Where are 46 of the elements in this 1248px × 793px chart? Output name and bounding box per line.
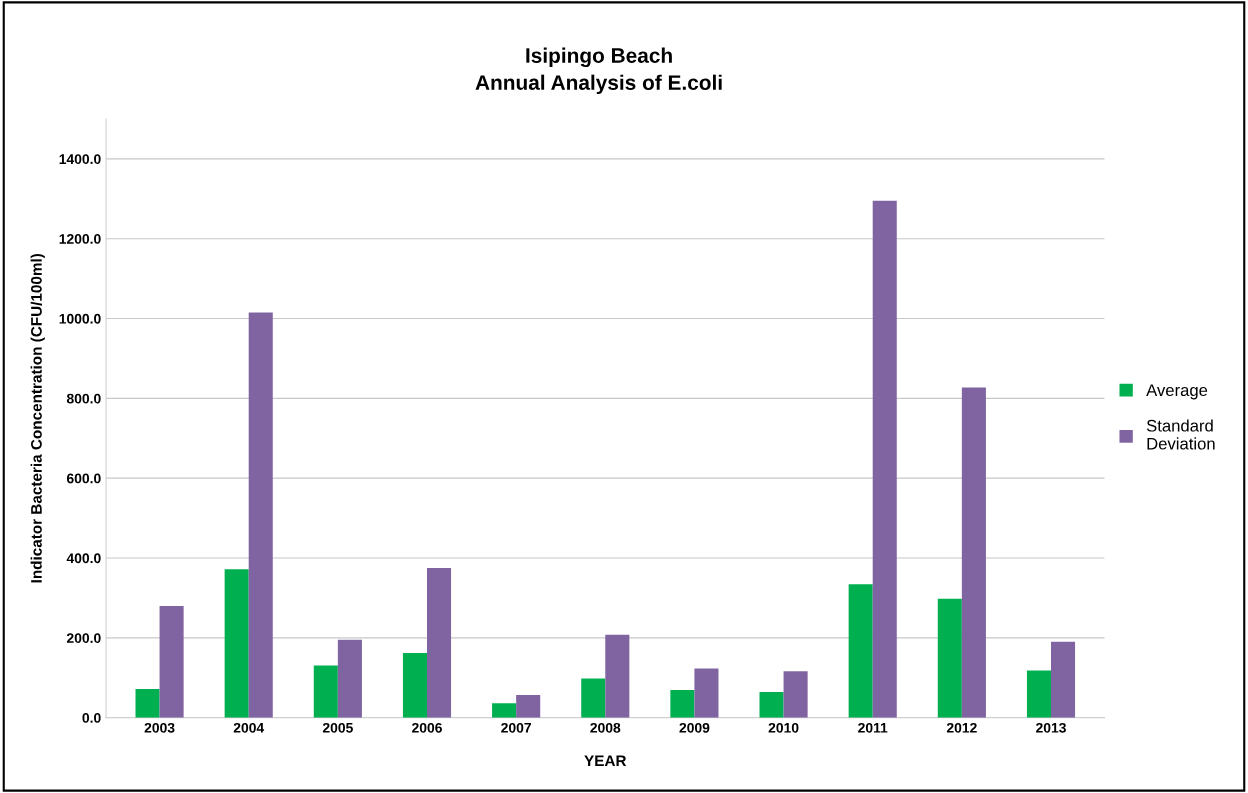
bar <box>1050 641 1076 718</box>
bar <box>248 312 273 718</box>
y-tick-label: 200.0 <box>66 633 101 644</box>
bar <box>426 567 452 718</box>
y-tick-label: 600.0 <box>66 473 101 484</box>
bar <box>581 678 606 718</box>
bar <box>694 668 719 718</box>
bar <box>961 387 986 718</box>
y-tick-label: 800.0 <box>66 393 101 404</box>
legend-label: Average <box>1146 384 1208 400</box>
bar <box>670 690 695 718</box>
bar <box>759 692 784 718</box>
x-tick-label: 2008 <box>590 722 621 733</box>
x-tick-label: 2006 <box>412 722 442 733</box>
x-tick-label: 2004 <box>233 722 265 733</box>
bar <box>937 598 962 718</box>
bar <box>605 634 630 718</box>
x-tick-label: 2011 <box>858 722 888 733</box>
legend-label: Standard Deviation <box>1146 419 1215 450</box>
x-axis-title: YEAR <box>584 755 627 766</box>
y-axis-title: Indicator Bacteria Concentration (CFU/100ml) <box>30 253 45 583</box>
x-tick-label: 2007 <box>501 722 531 733</box>
bar <box>159 605 184 718</box>
bar <box>135 688 160 718</box>
bar <box>492 703 517 718</box>
x-tick-label: 2012 <box>946 722 977 733</box>
bar <box>848 584 873 718</box>
bar <box>337 639 362 718</box>
x-tick-label: 2005 <box>322 722 353 733</box>
bar <box>1026 670 1051 718</box>
x-tick-label: 2003 <box>144 722 175 733</box>
x-tick-label: 2010 <box>768 722 799 733</box>
bar <box>783 671 808 718</box>
y-tick-label: 400.0 <box>66 553 101 564</box>
bar <box>224 569 249 718</box>
x-tick-label: 2009 <box>679 722 710 733</box>
y-tick-label: 1200.0 <box>59 234 101 244</box>
bar <box>402 653 427 718</box>
y-tick-label: 1400.0 <box>59 154 101 165</box>
chart-title: Isipingo Beach Annual Analysis of E.coli <box>475 47 722 95</box>
bar <box>313 665 338 718</box>
y-tick-label: 0.0 <box>82 713 101 723</box>
bar <box>516 694 541 718</box>
x-tick-label: 2013 <box>1036 722 1066 733</box>
bar <box>872 200 897 718</box>
y-tick-label: 1000.0 <box>59 313 101 324</box>
